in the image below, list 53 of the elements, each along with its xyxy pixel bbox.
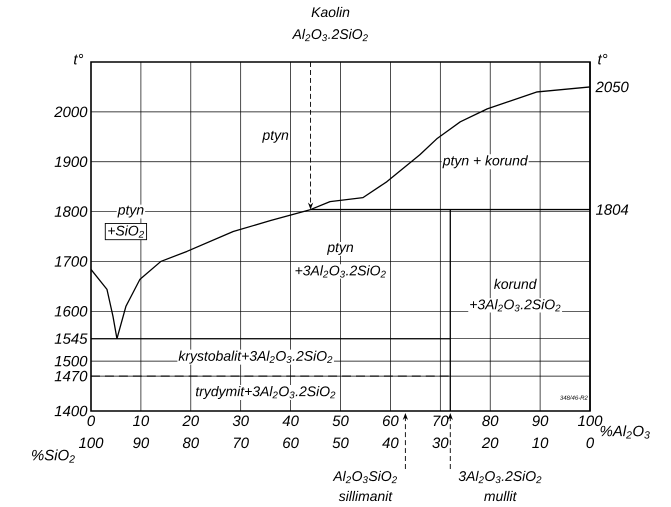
x-tick-label: 50 xyxy=(332,416,349,426)
x-tick-label: 90 xyxy=(532,416,548,426)
annotation: +SiO$_{2}$ xyxy=(108,225,144,238)
x-tick-label: 80 xyxy=(482,416,498,426)
y-tick-label: 1470 xyxy=(54,370,88,382)
text: Kaolin xyxy=(312,6,350,18)
x-tick-label: 0 xyxy=(88,416,96,426)
x-tick-label: 100 xyxy=(578,416,602,426)
x-tick-label: 10 xyxy=(132,416,150,426)
x-tick-label: 20 xyxy=(182,416,199,426)
annotation: +3Al$_{2}$O$_{3}$.2SiO$_{2}$ xyxy=(295,265,386,278)
annotation: +3Al$_{2}$O$_{3}$.2SiO$_{2}$ xyxy=(470,299,560,312)
x2-tick-label: 60 xyxy=(283,438,299,448)
x-tick-label: 40 xyxy=(282,416,299,426)
annotation: korund xyxy=(494,278,537,289)
annotation: krystobalit+3Al$_{2}$O$_{3}$.2SiO$_{2}$ xyxy=(178,350,332,364)
text: sillimanit xyxy=(338,490,393,502)
x2-tick-label: 80 xyxy=(182,438,199,448)
x-tick-label: 70 xyxy=(434,416,448,426)
annotation: ptyn xyxy=(326,243,354,255)
x2-tick-label: 70 xyxy=(234,438,249,448)
x-tick-label: 60 xyxy=(382,416,399,426)
x-tick-label: 30 xyxy=(232,416,249,426)
y-tick-label: 1700 xyxy=(54,256,88,267)
text: Al$_{2}$O$_{3}$SiO$_{2}$ xyxy=(332,470,397,484)
y-axis-title: t° xyxy=(74,54,84,64)
annotation: ptyn + korund xyxy=(442,155,528,168)
x2-tick-label: 0 xyxy=(586,438,594,448)
x-axis-title: %Al$_{2}$O$_{3}$ xyxy=(600,425,650,439)
text: mullit xyxy=(484,490,517,502)
x2-tick-label: 90 xyxy=(133,438,150,448)
y2-axis-title: t° xyxy=(598,54,608,64)
annotation: ptyn xyxy=(262,130,288,143)
text: Al$_{2}$O$_{3}$.2SiO$_{2}$ xyxy=(292,28,368,42)
x2-tick-label: 20 xyxy=(482,438,498,448)
y-tick-label: 1800 xyxy=(54,206,88,217)
annotation: ptyn xyxy=(117,206,144,218)
x2-tick-label: 30 xyxy=(432,438,448,448)
x2-axis-title: %SiO$_{2}$ xyxy=(32,449,75,463)
annotation: trydymit+3Al$_{2}$O$_{3}$.2SiO$_{2}$ xyxy=(196,386,336,400)
y-tick-label: 1900 xyxy=(54,156,88,168)
y-tick-label: 1600 xyxy=(54,306,88,317)
x2-tick-label: 40 xyxy=(382,438,399,448)
y-tick-label: 2000 xyxy=(54,106,88,118)
text: 3Al$_{2}$O$_{3}$.2SiO$_{2}$ xyxy=(458,470,542,484)
y2-tick-label: 2050 xyxy=(595,82,629,92)
x2-tick-label: 10 xyxy=(532,438,548,448)
y2-tick-label: 1804 xyxy=(596,204,628,215)
y-tick-label: 1500 xyxy=(54,356,88,366)
x2-tick-label: 100 xyxy=(78,438,104,448)
x2-tick-label: 50 xyxy=(332,438,349,448)
y-tick-label: 1545 xyxy=(54,333,88,344)
y-tick-label: 1400 xyxy=(54,406,88,416)
